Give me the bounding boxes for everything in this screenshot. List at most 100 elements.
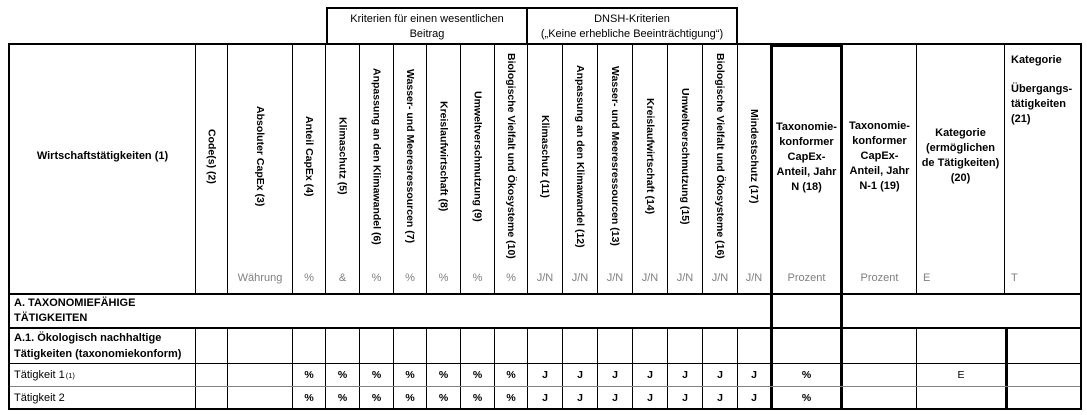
col-header-label: Taxonomie-konformer CapEx-Anteil, Jahr N… (849, 119, 910, 192)
col-header-label: Code(s) (2) (205, 128, 218, 184)
col-header-line: Kategorie (1011, 54, 1062, 66)
value-cell (770, 329, 843, 363)
col-unit: J/N (641, 272, 659, 284)
section-a-line: A. TAXONOMIEFÄHIGE (14, 297, 136, 309)
value-cell: % (360, 387, 394, 408)
col-unit: % (506, 272, 516, 284)
col-header-label: Umweltverschmutzung (9) (471, 90, 484, 222)
section-a-line: TÄTIGKEITEN (14, 312, 88, 324)
col-unit: T (1011, 272, 1018, 284)
value-cell (633, 329, 668, 363)
value-cell (843, 329, 917, 363)
col-header-label: Umweltverschmutzung (15) (679, 87, 691, 225)
value-cell (738, 329, 770, 363)
value-cell: J (598, 364, 633, 386)
value-cell (917, 387, 1005, 408)
value-cell: % (495, 387, 528, 408)
value-cell (228, 364, 293, 386)
value-cell: J (703, 387, 738, 408)
value-cell: E (957, 369, 965, 381)
footnote-superscript: (1) (65, 370, 75, 380)
col-header-label: Kategorie Übergangs-tätigkeiten (21) (1005, 45, 1080, 267)
value-cell (427, 329, 461, 363)
value-cell (563, 329, 598, 363)
col-header-mindestschutz: Mindestschutz (17) J/N (738, 45, 770, 293)
value-cell (598, 329, 633, 363)
table: Wirtschaftstätigkeiten (1) Code(s) (2) A… (8, 43, 1082, 410)
value-cell (461, 329, 495, 363)
value-cell: % (293, 387, 326, 408)
col-header-anpassung-6: Anpassung an den Klimawandel (6) % (360, 45, 394, 293)
col-unit (196, 267, 227, 293)
value-cell (843, 364, 917, 386)
col-unit: J/N (536, 272, 554, 284)
col-header-code: Code(s) (2) (196, 45, 228, 293)
value-cell: % (495, 364, 528, 386)
value-cell (703, 329, 738, 363)
group-header-line: DNSH-Kriterien (594, 13, 670, 25)
value-cell (360, 329, 394, 363)
header-row: Wirtschaftstätigkeiten (1) Code(s) (2) A… (10, 45, 1080, 295)
value-cell: J (751, 391, 757, 404)
value-cell: J (563, 364, 598, 386)
col-header-kreislauf-14: Kreislaufwirtschaft (14) J/N (633, 45, 668, 293)
col-header-label: Anpassung an den Klimawandel (12) (574, 64, 586, 248)
value-cell: J (528, 364, 563, 386)
col-header-label: Klimaschutz (5) (336, 117, 349, 195)
value-cell (1005, 329, 1080, 363)
col-header-umwelt-15: Umweltverschmutzung (15) J/N (668, 45, 703, 293)
col-unit: % (371, 272, 382, 284)
value-cell (228, 387, 293, 408)
col-unit: J/N (606, 272, 624, 284)
col-header-klimaschutz-5: Klimaschutz (5) & (326, 45, 360, 293)
col-header-wasser-13: Wasser- und Meeresressourcen (13) J/N (598, 45, 633, 293)
value-cell: J (598, 387, 633, 408)
value-cell (196, 387, 228, 408)
col-header-capex-jahr-n1: Taxonomie-konformer CapEx-Anteil, Jahr N… (843, 45, 917, 293)
col-header-label: Biologische Vielfalt und Ökosysteme (16) (714, 53, 726, 259)
value-cell: J (633, 364, 668, 386)
group-header-line: Kriterien für einen wesentlichen (350, 13, 504, 25)
group-header-line: Beitrag (409, 28, 445, 40)
value-cell: J (563, 387, 598, 408)
col-header-line: Übergangs-tätigkeiten (21) (1011, 83, 1073, 125)
value-cell: J (751, 369, 757, 381)
col-unit: Währung (237, 272, 283, 284)
value-cell (326, 329, 360, 363)
value-cell (394, 329, 427, 363)
col-header-kreislauf-8: Kreislaufwirtschaft (8) % (427, 45, 461, 293)
group-header-band: Kriterien für einen wesentlichen Beitrag… (8, 7, 1087, 43)
value-cell: J (668, 364, 703, 386)
value-cell: % (770, 387, 843, 408)
col-header-label: Anteil CapEx (4) (303, 115, 315, 197)
col-header-anpassung-12: Anpassung an den Klimawandel (12) J/N (563, 45, 598, 293)
col-header-label: Klimaschutz (11) (539, 114, 551, 198)
col-unit: J/N (745, 272, 763, 284)
value-cell (228, 329, 293, 363)
col-header-label: Mindestschutz (17) (748, 108, 760, 204)
col-header-wasser-7: Wasser- und Meeresressourcen (7) % (394, 45, 427, 293)
col-header-kategorie-uebergang: Kategorie Übergangs-tätigkeiten (21) T (1005, 45, 1080, 293)
col-header-kategorie-ermoeglichende: Kategorie (ermöglichen de Tätigkeiten) (… (917, 45, 1005, 293)
value-cell (196, 364, 228, 386)
value-cell: J (633, 387, 668, 408)
band-spacer (8, 7, 326, 43)
value-cell (917, 329, 1005, 363)
section-a1-label: A.1. Ökologisch nachhaltige Tätigkeiten … (10, 329, 196, 363)
col-header-label: Biologische Vielfalt und Ökosysteme (10) (505, 53, 517, 259)
col-unit: % (472, 272, 483, 284)
col-header-biologische-10: Biologische Vielfalt und Ökosysteme (10)… (495, 45, 528, 293)
value-cell (843, 295, 1080, 327)
value-cell: % (770, 364, 843, 386)
value-cell (843, 387, 917, 408)
value-cell: % (394, 364, 427, 386)
col-unit: & (338, 272, 347, 284)
col-header-label: Wasser- und Meeresressourcen (13) (609, 66, 621, 246)
group-header-line: („Keine erhebliche Beeinträchtigung“) (540, 28, 724, 40)
col-header-absoluter-capex: Absoluter CapEx (3) Währung (228, 45, 293, 293)
group-header-dnsh: DNSH-Kriterien („Keine erhebliche Beeint… (528, 7, 738, 43)
section-row-a: A. TAXONOMIEFÄHIGE TÄTIGKEITEN (10, 295, 1080, 329)
col-unit: Prozent (860, 272, 899, 284)
activity-name: Tätigkeit 1 (14, 369, 65, 381)
